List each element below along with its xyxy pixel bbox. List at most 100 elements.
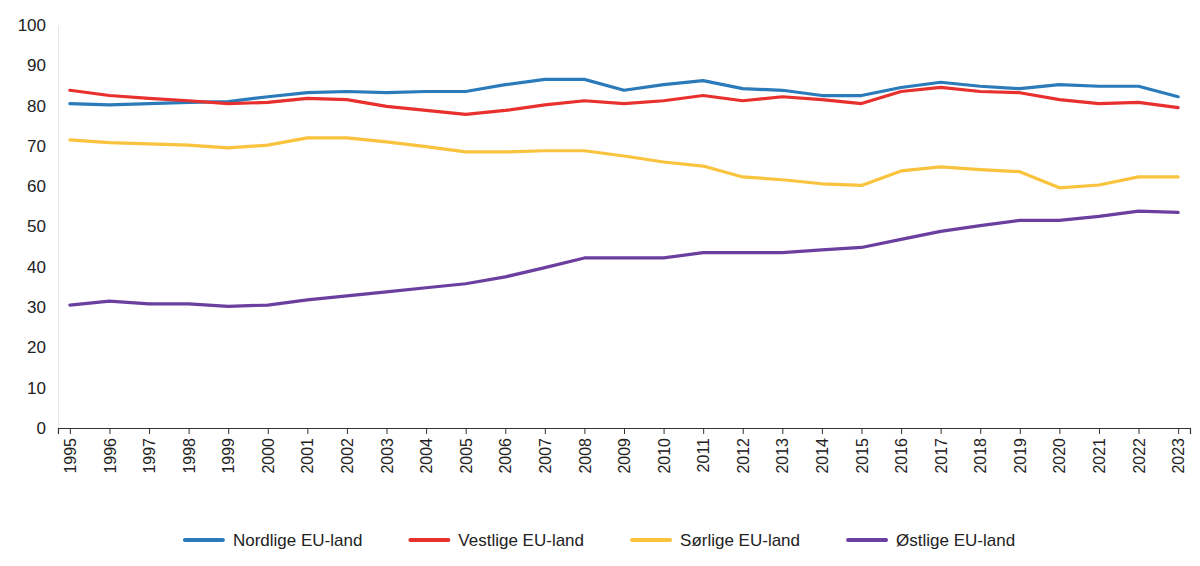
x-tick-mark: [1178, 428, 1179, 434]
x-tick: 2009: [616, 428, 633, 474]
x-tick-label: 2010: [656, 438, 673, 474]
x-tick-label: 2014: [814, 438, 831, 474]
x-tick-label: 1996: [102, 438, 119, 474]
x-tick-label: 1997: [141, 438, 158, 474]
legend-label: Vestlige EU-land: [458, 531, 584, 550]
y-axis: 0 10 20 30 40 50 60 70 80 90 100: [18, 16, 59, 438]
y-tick-label: 80: [27, 97, 46, 116]
x-tick-label: 2009: [616, 438, 633, 474]
y-tick: 20: [27, 338, 58, 357]
x-tick: 2011: [695, 428, 712, 472]
x-tick-label: 2006: [497, 438, 514, 474]
x-tick-mark: [70, 428, 71, 434]
x-tick: 2007: [537, 428, 554, 474]
y-tick: 0: [37, 419, 58, 438]
legend-item: Nordlige EU-land: [185, 531, 362, 550]
x-tick-mark: [1059, 428, 1060, 434]
legend-swatch: [848, 538, 886, 542]
x-tick-mark: [980, 428, 981, 434]
x-tick: 2005: [458, 428, 475, 474]
legend-item: Vestlige EU-land: [410, 531, 584, 550]
y-tick: 30: [27, 298, 58, 317]
x-tick-label: 2008: [577, 438, 594, 474]
x-tick-label: 2022: [1131, 438, 1148, 474]
x-tick-label: 2017: [933, 438, 950, 474]
x-tick: 1996: [102, 428, 119, 474]
x-tick-mark: [545, 428, 546, 434]
x-tick: 2003: [379, 428, 396, 474]
y-tick: 50: [27, 217, 58, 236]
legend-swatch: [632, 538, 670, 542]
x-tick: 2016: [893, 428, 910, 474]
y-tick-label: 90: [27, 56, 46, 75]
y-tick-label: 40: [27, 258, 46, 277]
y-tick: 100: [18, 16, 58, 35]
x-tick-mark: [1099, 428, 1100, 434]
x-tick: 2018: [972, 428, 989, 474]
x-tick-mark: [703, 428, 704, 434]
x-tick: 2002: [339, 428, 356, 474]
legend-swatch: [410, 538, 448, 542]
legend-item: Sørlige EU-land: [632, 531, 800, 550]
x-tick: 1999: [220, 428, 237, 474]
lines: [70, 79, 1178, 306]
x-tick-label: 2005: [458, 438, 475, 474]
x-tick-mark: [387, 428, 388, 434]
x-tick-label: 1998: [181, 438, 198, 474]
x-tick-mark: [505, 428, 506, 434]
y-tick-label: 100: [18, 16, 46, 35]
series-line: [70, 211, 1178, 306]
x-tick-mark: [664, 428, 665, 434]
legend-item: Østlige EU-land: [848, 531, 1015, 550]
x-tick-label: 1999: [220, 438, 237, 474]
x-tick: 2012: [735, 428, 752, 474]
x-tick-label: 2011: [695, 438, 712, 473]
x-tick: 1997: [141, 428, 158, 474]
x-tick-mark: [426, 428, 427, 434]
x-tick-label: 2002: [339, 438, 356, 474]
x-tick: 1998: [181, 428, 198, 474]
y-tick-label: 70: [27, 137, 46, 156]
y-tick-label: 60: [27, 177, 46, 196]
series-line: [70, 138, 1178, 188]
x-tick-mark: [228, 428, 229, 434]
x-tick: 2000: [260, 428, 277, 474]
x-tick: 2020: [1051, 428, 1068, 474]
legend-label: Østlige EU-land: [896, 531, 1015, 550]
x-tick-label: 2000: [260, 438, 277, 474]
x-tick-label: 2021: [1091, 438, 1108, 474]
series-line: [70, 87, 1178, 114]
x-tick-label: 2012: [735, 438, 752, 474]
x-tick-mark: [743, 428, 744, 434]
x-tick-mark: [466, 428, 467, 434]
y-tick-label: 10: [27, 379, 46, 398]
x-tick-label: 1995: [62, 438, 79, 474]
y-tick-label: 30: [27, 298, 46, 317]
x-tick-label: 2013: [774, 438, 791, 474]
x-tick: 2013: [774, 428, 791, 474]
x-tick-mark: [1139, 428, 1140, 434]
x-tick: 2023: [1170, 428, 1187, 474]
x-tick: 2010: [656, 428, 673, 474]
x-tick-mark: [901, 428, 902, 434]
x-tick-mark: [109, 428, 110, 434]
x-tick-mark: [307, 428, 308, 434]
y-tick: 60: [27, 177, 58, 196]
x-tick-mark: [268, 428, 269, 434]
x-tick-mark: [861, 428, 862, 434]
legend-label: Nordlige EU-land: [233, 531, 362, 550]
x-tick: 2021: [1091, 428, 1108, 474]
x-tick: 1995: [62, 428, 79, 474]
y-tick-label: 0: [37, 419, 46, 438]
x-tick-mark: [584, 428, 585, 434]
x-tick-label: 2023: [1170, 438, 1187, 474]
y-tick-label: 20: [27, 338, 46, 357]
x-tick-label: 2004: [418, 438, 435, 474]
x-tick-mark: [1020, 428, 1021, 434]
y-tick: 90: [27, 56, 58, 75]
y-tick: 70: [27, 137, 58, 156]
y-tick: 80: [27, 97, 58, 116]
x-tick-mark: [624, 428, 625, 434]
x-tick: 2019: [1012, 428, 1029, 474]
x-tick-mark: [782, 428, 783, 434]
